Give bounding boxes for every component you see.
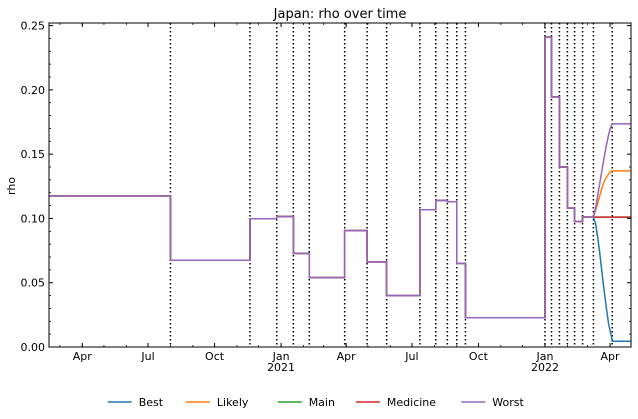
x-tick-label: Apr [337, 350, 357, 363]
series-lines [49, 36, 631, 342]
x-tick-sublabel: 2022 [531, 361, 559, 374]
y-tick-label: 0.05 [21, 277, 46, 290]
x-tick-label: Jul [404, 350, 418, 363]
legend-label-best: Best [139, 396, 164, 409]
x-tick-label: Jul [140, 350, 154, 363]
x-tick-label: Jan [272, 350, 290, 363]
x-tick-label: Jan [535, 350, 553, 363]
legend-label-likely: Likely [217, 396, 249, 409]
x-tick-sublabel: 2021 [267, 361, 295, 374]
plot-frame [48, 22, 632, 348]
legend: Best Likely Main Medicine Worst [107, 396, 525, 409]
y-tick-label: 0.00 [21, 341, 46, 354]
x-tick-label: Apr [601, 350, 621, 363]
legend-label-medicine: Medicine [387, 396, 436, 409]
y-tick-label: 0.20 [21, 84, 46, 97]
x-tick-label: Apr [73, 350, 93, 363]
y-tick-label: 0.10 [21, 212, 46, 225]
y-axis-label: rho [5, 177, 18, 195]
x-tick-label: Oct [205, 350, 225, 363]
legend-label-main: Main [309, 396, 335, 409]
chart-title: Japan: rho over time [273, 7, 407, 22]
legend-label-worst: Worst [492, 396, 524, 409]
y-tick-label: 0.25 [21, 20, 46, 33]
y-tick-label: 0.15 [21, 148, 46, 161]
x-tick-label: Oct [469, 350, 489, 363]
series-line-worst [49, 36, 631, 319]
